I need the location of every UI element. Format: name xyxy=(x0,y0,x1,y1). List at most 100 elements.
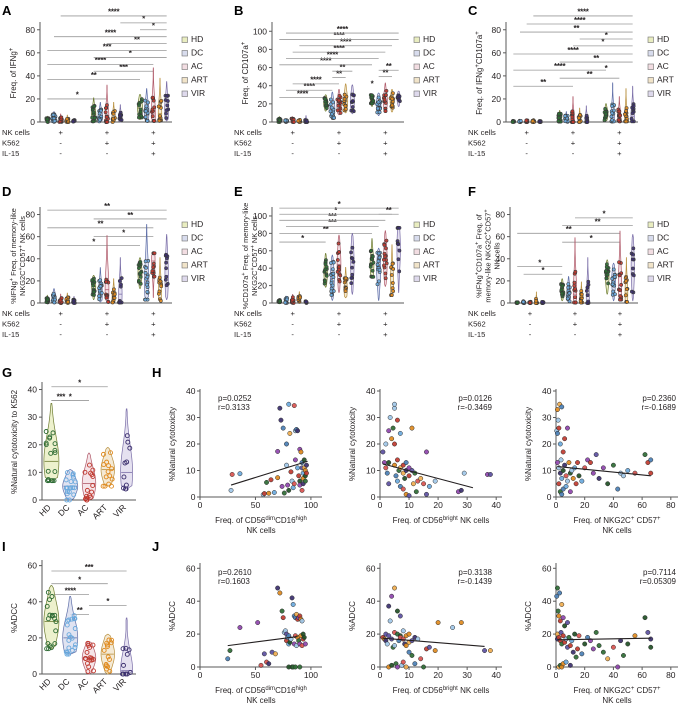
significance-label: * xyxy=(129,49,133,58)
legend-item-dc: DC xyxy=(181,48,203,58)
legend-label: HD xyxy=(657,219,669,229)
data-point xyxy=(66,637,72,643)
data-point xyxy=(52,612,58,618)
data-point xyxy=(376,95,381,100)
data-point xyxy=(43,440,49,446)
data-point xyxy=(65,117,69,121)
violin-dc xyxy=(50,288,57,305)
data-point xyxy=(52,641,58,647)
scatter-point xyxy=(389,662,395,668)
violin-ac xyxy=(569,96,576,124)
condition-value: + xyxy=(524,128,529,137)
data-point xyxy=(165,99,170,103)
violin-hd xyxy=(514,300,520,305)
legend-item-dc: DC xyxy=(647,233,669,243)
legend-label: ART xyxy=(423,75,440,85)
y-tick-label: 40 xyxy=(26,71,36,81)
data-point xyxy=(396,242,401,247)
condition-row-label: NK cells xyxy=(234,309,262,318)
panel-j-scatter-1: 0 20 40 60 0 50 100 p=0.2610 r=0.1603 %ADCC Freq. … xyxy=(160,549,336,711)
condition-value: + xyxy=(337,139,342,148)
scatter-point xyxy=(554,585,560,591)
data-point xyxy=(290,297,295,302)
data-point xyxy=(631,252,635,257)
scatter-point xyxy=(563,483,569,489)
scatter-point xyxy=(418,476,424,481)
legend-label: HD xyxy=(423,219,435,229)
y-axis-label-line: %ADCC xyxy=(10,603,19,633)
scatter-point xyxy=(572,631,578,637)
data-point xyxy=(610,104,614,108)
r-value-label: r=-0.1439 xyxy=(458,577,493,586)
data-point xyxy=(99,291,104,295)
data-point xyxy=(45,468,51,474)
x-tick-label: 40 xyxy=(609,500,619,510)
data-point xyxy=(97,294,101,299)
scatter-point xyxy=(566,460,572,466)
legend-swatch xyxy=(647,262,654,269)
x-axis-label: Freq. of CD56bright NK cells xyxy=(393,516,490,525)
data-point xyxy=(521,299,526,304)
violin-ac xyxy=(150,251,157,298)
data-point xyxy=(53,619,59,625)
data-point xyxy=(350,272,355,277)
violin-ac xyxy=(289,293,296,305)
y-tick-label: 80 xyxy=(258,228,268,238)
scatter-point xyxy=(567,489,573,495)
legend-label: AC xyxy=(191,246,203,256)
scatter-point xyxy=(426,644,432,650)
x-tick-label: 30 xyxy=(462,670,472,680)
data-point xyxy=(524,118,529,123)
significance-label: ** xyxy=(386,206,393,215)
scatter-point xyxy=(563,659,569,665)
trend-line xyxy=(382,637,485,647)
scatter-point xyxy=(559,404,565,410)
scatter-point xyxy=(642,615,648,621)
y-axis-label-line: %IFNg+ Freq. of memory-like xyxy=(9,208,18,304)
legend-item-dc: DC xyxy=(181,233,203,243)
data-point xyxy=(92,104,97,109)
panel-a: * ** *** **** * *** ** **** * * **** 0 20 40 60 80 Freq.… xyxy=(0,0,232,178)
legend-swatch xyxy=(181,50,188,57)
y-tick-label: 20 xyxy=(186,439,196,449)
legend-item-dc: DC xyxy=(647,48,669,58)
x-tick-label: 0 xyxy=(198,500,203,510)
significance-bracket: * xyxy=(579,31,633,40)
legend-label: AC xyxy=(657,246,669,256)
scatter-point xyxy=(289,595,295,601)
scatter-point xyxy=(387,415,393,420)
scatter-point xyxy=(482,648,488,654)
data-point xyxy=(165,103,170,108)
data-point xyxy=(105,120,110,124)
data-point xyxy=(137,115,141,120)
data-point xyxy=(87,493,93,498)
data-point xyxy=(120,671,125,677)
data-point xyxy=(328,97,333,102)
data-point xyxy=(371,275,376,279)
violin-vir xyxy=(349,233,356,295)
data-point xyxy=(567,291,572,296)
r-value-label: r=-0.3469 xyxy=(458,403,493,412)
data-point xyxy=(105,644,110,649)
violin-hd xyxy=(510,119,516,124)
data-point xyxy=(112,287,116,292)
legend-item-art: ART xyxy=(413,75,440,85)
data-point xyxy=(44,646,50,652)
data-point xyxy=(617,273,622,278)
scatter-point xyxy=(384,470,390,476)
panel-label-h: H xyxy=(152,365,162,380)
significance-label: ** xyxy=(595,217,602,226)
data-point xyxy=(630,257,635,262)
condition-value: + xyxy=(573,309,578,318)
x-category-label: AC xyxy=(75,502,90,517)
violin-art xyxy=(64,114,71,124)
violin-art xyxy=(578,281,585,305)
data-point xyxy=(296,118,301,123)
violin-art xyxy=(156,257,164,303)
y-tick-label: 40 xyxy=(28,385,38,395)
significance-label: **** xyxy=(105,28,117,37)
scatter-point xyxy=(386,460,392,466)
condition-value: - xyxy=(338,330,341,339)
